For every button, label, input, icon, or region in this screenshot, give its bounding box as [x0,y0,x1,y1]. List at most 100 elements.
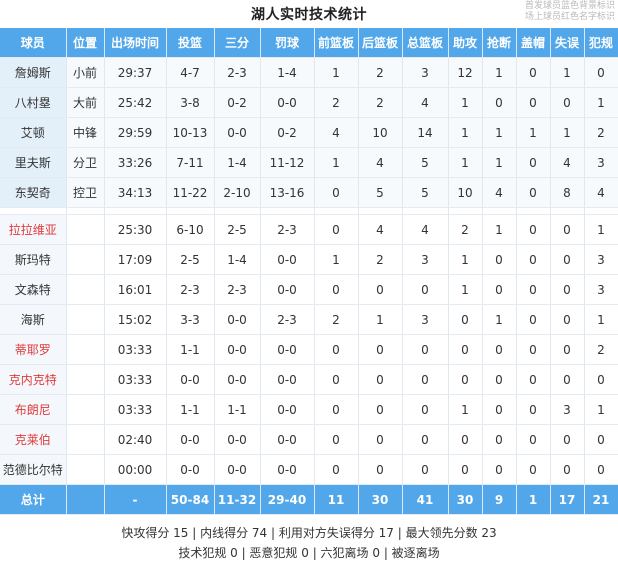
cell-ast: 12 [448,57,483,88]
player-name-cell[interactable]: 东契奇 [0,177,67,208]
cell-minutes: 17:09 [104,244,167,275]
divider-cell [314,207,359,215]
cell-ast: 10 [448,177,483,208]
col-header-pf[interactable]: 犯规 [584,28,618,58]
player-name-cell[interactable]: 斯玛特 [0,244,67,275]
total-dreb: 30 [358,484,403,515]
divider-cell [260,207,315,215]
cell-position: 分卫 [66,147,105,178]
player-name-cell[interactable]: 布朗尼 [0,394,67,425]
cell-ft: 0-0 [260,424,315,455]
col-header-reb[interactable]: 总篮板 [402,28,449,58]
cell-pf: 3 [584,274,618,305]
cell-tov: 0 [550,244,585,275]
cell-3p: 2-10 [214,177,261,208]
cell-oreb: 1 [314,147,359,178]
player-name-cell[interactable]: 八村塁 [0,87,67,118]
cell-position [66,454,105,485]
cell-oreb: 0 [314,454,359,485]
cell-pf: 2 [584,334,618,365]
cell-ft: 0-0 [260,87,315,118]
cell-ft: 13-16 [260,177,315,208]
col-header-ft[interactable]: 罚球 [260,28,315,58]
cell-blk: 0 [516,87,551,118]
cell-3p: 2-5 [214,214,261,245]
player-name-cell[interactable]: 文森特 [0,274,67,305]
cell-oreb: 4 [314,117,359,148]
page-title: 湖人实时技术统计 [251,7,367,23]
cell-fg: 1-1 [166,394,215,425]
cell-ast: 0 [448,364,483,395]
player-name-cell[interactable]: 艾顿 [0,117,67,148]
cell-ast: 2 [448,214,483,245]
cell-minutes: 03:33 [104,364,167,395]
bench-divider-row [0,207,618,215]
cell-ast: 1 [448,87,483,118]
cell-pf: 1 [584,214,618,245]
player-name-cell[interactable]: 克内克特 [0,364,67,395]
cell-dreb: 0 [358,334,403,365]
col-header-tov[interactable]: 失误 [550,28,585,58]
cell-oreb: 0 [314,364,359,395]
cell-position: 控卫 [66,177,105,208]
cell-dreb: 2 [358,87,403,118]
total-reb: 41 [402,484,449,515]
cell-dreb: 0 [358,454,403,485]
summary-line-fouls: 技术犯规 0 | 恶意犯规 0 | 六犯离场 0 | 被逐离场 [178,546,440,560]
col-header-player[interactable]: 球员 [0,28,67,58]
col-header-ast[interactable]: 助攻 [448,28,483,58]
cell-ft: 0-0 [260,274,315,305]
cell-pf: 1 [584,87,618,118]
cell-minutes: 29:37 [104,57,167,88]
col-header-dreb[interactable]: 后篮板 [358,28,403,58]
cell-blk: 0 [516,57,551,88]
col-header-fg[interactable]: 投篮 [166,28,215,58]
totals-row: 总计 - 50-84 11-32 29-40 11 30 41 30 9 1 1… [0,484,618,515]
cell-oreb: 0 [314,274,359,305]
player-name-cell[interactable]: 海斯 [0,304,67,335]
cell-3p: 0-0 [214,117,261,148]
cell-fg: 10-13 [166,117,215,148]
col-header-blk[interactable]: 盖帽 [516,28,551,58]
cell-stl: 0 [482,274,517,305]
cell-pf: 0 [584,424,618,455]
player-name-cell[interactable]: 克莱伯 [0,424,67,455]
cell-reb: 4 [402,214,449,245]
player-name-cell[interactable]: 范德比尔特 [0,454,67,485]
col-header-minutes[interactable]: 出场时间 [104,28,167,58]
cell-position [66,394,105,425]
cell-blk: 0 [516,394,551,425]
player-name-cell[interactable]: 里夫斯 [0,147,67,178]
col-header-stl[interactable]: 抢断 [482,28,517,58]
cell-tov: 0 [550,334,585,365]
cell-stl: 1 [482,214,517,245]
cell-oreb: 1 [314,57,359,88]
player-name-cell[interactable]: 詹姆斯 [0,57,67,88]
cell-minutes: 29:59 [104,117,167,148]
col-header-position[interactable]: 位置 [66,28,105,58]
cell-ft: 0-0 [260,364,315,395]
cell-position [66,364,105,395]
cell-dreb: 1 [358,304,403,335]
col-header-3p[interactable]: 三分 [214,28,261,58]
col-header-oreb[interactable]: 前篮板 [314,28,359,58]
player-name-cell[interactable]: 蒂耶罗 [0,334,67,365]
cell-ast: 0 [448,454,483,485]
player-name-cell[interactable]: 拉拉维亚 [0,214,67,245]
table-footer: 总计 - 50-84 11-32 29-40 11 30 41 30 9 1 1… [0,484,618,515]
cell-ast: 1 [448,274,483,305]
